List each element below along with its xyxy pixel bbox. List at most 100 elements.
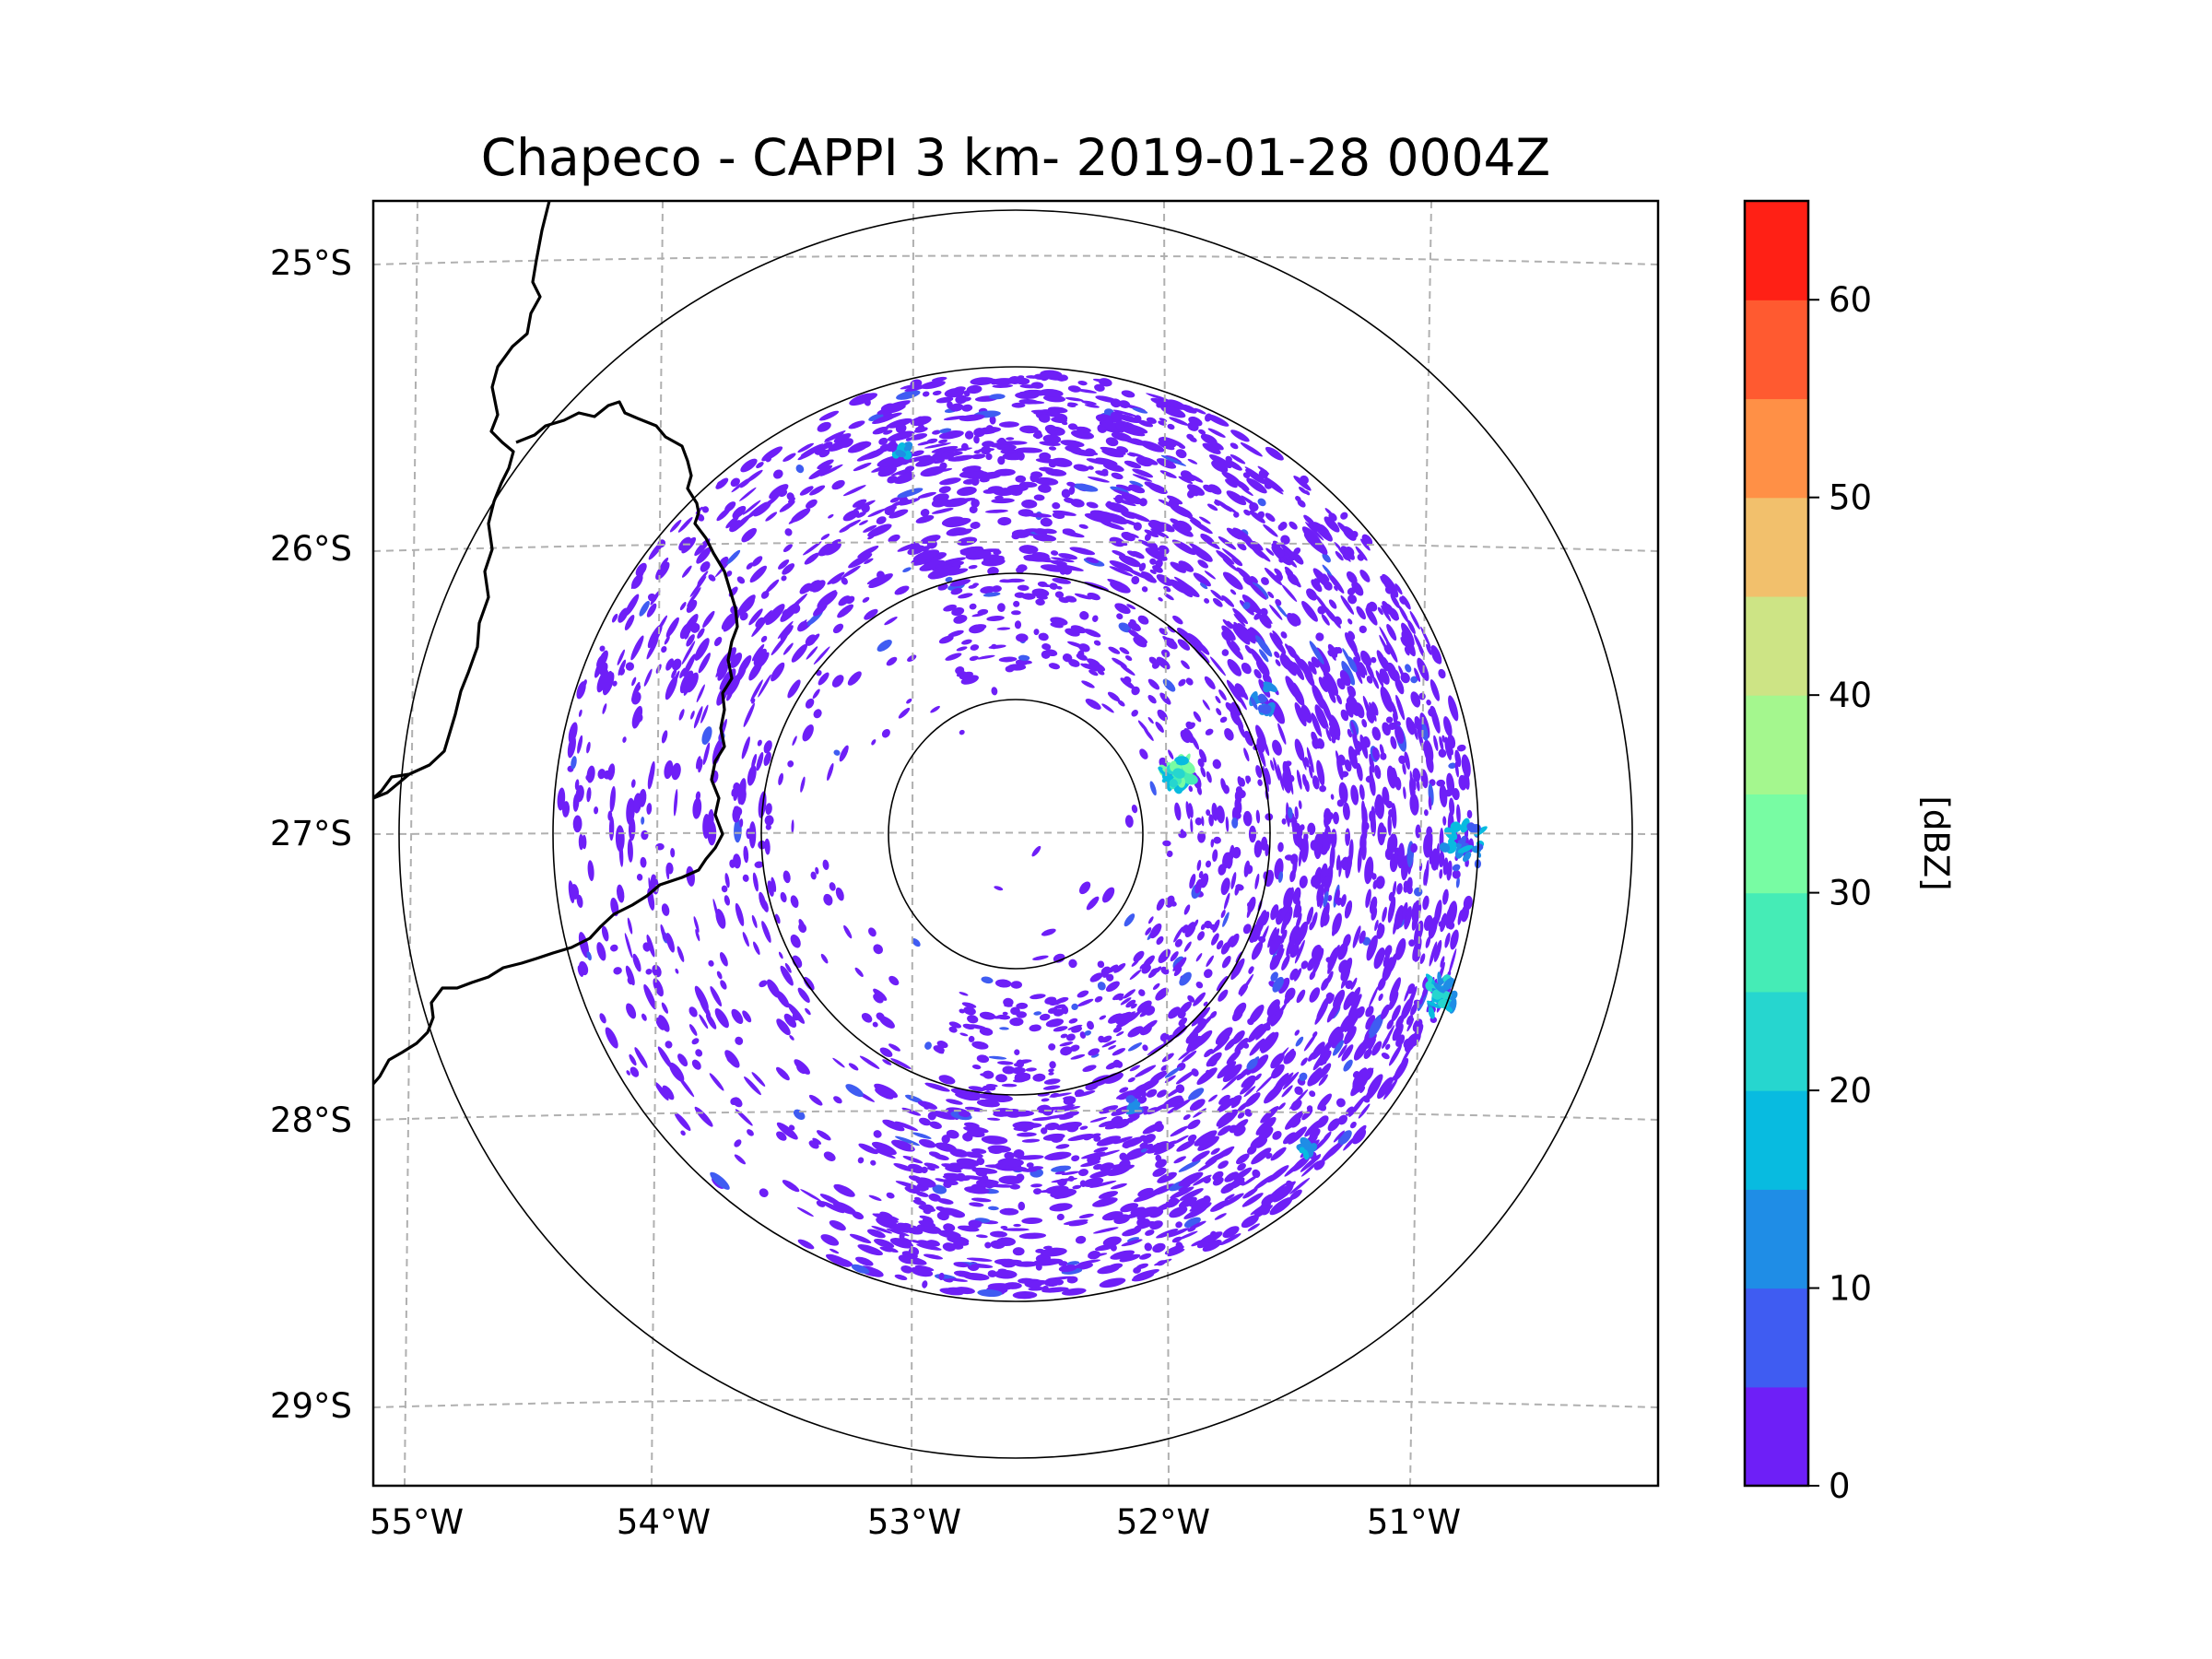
echo-speck: [941, 1135, 950, 1144]
echo-speck: [646, 934, 655, 958]
echo-speck: [1178, 1159, 1201, 1172]
echo-speck: [817, 421, 831, 432]
colorbar-segment: [1745, 1288, 1808, 1388]
echo-speck: [1369, 986, 1379, 1007]
echo-speck: [1051, 1165, 1072, 1172]
colorbar-tick-label: 20: [1829, 1071, 1872, 1111]
echo-speck: [1324, 508, 1334, 517]
echo-speck: [1086, 458, 1109, 465]
echo-speck: [1365, 1015, 1376, 1030]
echo-speck: [949, 1148, 969, 1158]
echo-speck: [1265, 547, 1275, 556]
map-axes[interactable]: 55°W 54°W 53°W 52°W 51°W 25°S 26°S 27°S …: [270, 199, 1660, 1542]
echo-speck: [1178, 1049, 1192, 1061]
echo-speck: [1146, 417, 1157, 424]
echo-speck: [1219, 1233, 1241, 1246]
echo-speck: [987, 1145, 1012, 1153]
echo-speck: [578, 932, 590, 959]
echo-speck: [1019, 425, 1039, 434]
echo-speck: [1294, 1086, 1303, 1095]
echo-speck: [855, 1256, 874, 1266]
echo-speck: [1087, 1253, 1108, 1258]
echo-speck: [1187, 421, 1199, 431]
echo-speck: [609, 785, 616, 813]
echo-speck: [1184, 922, 1196, 938]
echo-speck: [842, 510, 860, 522]
echo-speck: [1082, 1065, 1097, 1073]
echo-speck: [1071, 1155, 1080, 1162]
echo-speck: [1140, 1147, 1147, 1153]
echo-speck: [1139, 748, 1148, 759]
echo-speck: [1295, 496, 1301, 502]
echo-speck: [674, 1112, 691, 1132]
echo-speck: [1301, 526, 1323, 547]
echo-speck: [1015, 447, 1043, 453]
echo-speck: [1230, 958, 1245, 981]
echo-speck: [1230, 933, 1240, 947]
echo-speck: [624, 933, 633, 959]
echo-speck: [1186, 484, 1206, 496]
echo-speck: [931, 1111, 957, 1120]
echo-speck: [1359, 930, 1366, 944]
echo-speck: [631, 677, 637, 687]
echo-speck: [1135, 1263, 1148, 1270]
echo-speck: [1244, 1109, 1253, 1117]
echo-speck: [1309, 987, 1321, 1003]
echo-speck: [951, 560, 964, 567]
echo-speck: [1087, 1020, 1094, 1030]
echo-speck: [990, 1230, 1007, 1238]
echo-speck: [1129, 480, 1144, 488]
echo-speck: [1101, 1211, 1124, 1221]
echo-speck: [976, 1099, 1000, 1108]
echo-speck: [963, 1122, 980, 1128]
echo-speck: [1265, 512, 1276, 523]
echo-speck: [1133, 636, 1147, 648]
echo-speck: [1371, 726, 1382, 741]
echo-speck: [866, 1229, 886, 1239]
echo-speck: [1204, 1048, 1214, 1058]
echo-speck: [797, 620, 808, 632]
echo-speck: [1110, 411, 1124, 421]
echo-speck: [1197, 1159, 1218, 1171]
echo-speck: [1102, 463, 1124, 472]
echo-speck: [1374, 794, 1384, 819]
echo-speck: [962, 478, 978, 485]
echo-speck: [1379, 668, 1390, 685]
echo-speck: [1234, 797, 1242, 815]
echo-speck: [1318, 1074, 1328, 1087]
echo-speck: [961, 639, 972, 645]
echo-speck: [989, 415, 996, 425]
echo-speck: [1249, 1004, 1265, 1024]
echo-speck: [1394, 583, 1403, 595]
echo-speck: [985, 1242, 992, 1246]
echo-speck: [1126, 1237, 1140, 1242]
echo-speck: [1328, 599, 1337, 609]
echo-speck: [1325, 971, 1334, 984]
echo-speck: [1147, 483, 1168, 495]
echo-speck: [904, 454, 931, 464]
echo-speck: [571, 756, 577, 770]
echo-speck: [1342, 525, 1357, 541]
echo-speck: [1040, 1127, 1048, 1135]
echo-speck: [1185, 473, 1204, 483]
echo-speck: [1192, 547, 1213, 562]
echo-speck: [1124, 654, 1133, 662]
echo-speck: [760, 591, 770, 599]
echo-speck: [1275, 659, 1281, 666]
echo-speck: [1462, 852, 1472, 863]
echo-speck: [828, 513, 834, 519]
echo-speck: [1066, 1261, 1080, 1266]
echo-speck: [1322, 564, 1333, 577]
echo-speck: [716, 971, 723, 980]
echo-speck: [751, 914, 758, 928]
echo-speck: [1286, 569, 1294, 577]
lon-label-55w: 55°W: [370, 1502, 464, 1542]
echo-speck: [933, 1045, 945, 1053]
echo-speck: [1183, 1206, 1207, 1219]
echo-speck: [631, 681, 641, 702]
echo-speck: [1196, 1067, 1218, 1085]
echo-speck: [1210, 839, 1215, 848]
echo-speck: [1193, 992, 1206, 1006]
echo-speck: [1262, 478, 1284, 495]
